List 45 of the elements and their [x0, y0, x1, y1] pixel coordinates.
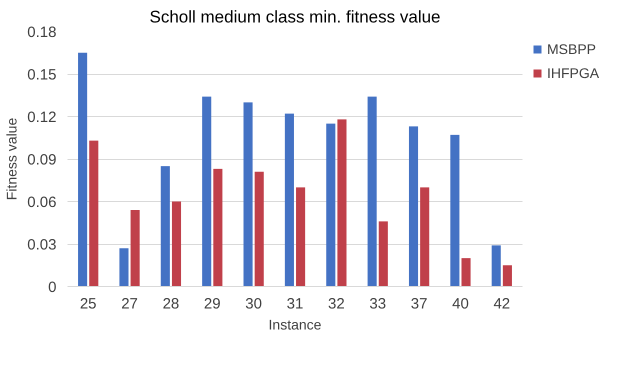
- bar: [244, 102, 253, 286]
- chart-title: Scholl medium class min. fitness value: [150, 8, 441, 26]
- bar: [296, 187, 306, 286]
- bar: [89, 140, 98, 286]
- x-tick-label: 40: [452, 296, 469, 312]
- bar: [368, 96, 377, 286]
- bar: [172, 202, 182, 286]
- y-tick-label: 0.06: [27, 194, 57, 211]
- bar: [213, 168, 222, 286]
- bar: [502, 265, 512, 286]
- bar: [492, 245, 501, 286]
- bar: [119, 248, 129, 286]
- bar: [202, 96, 212, 286]
- bar: [378, 221, 388, 286]
- bar: [160, 166, 170, 286]
- x-tick-label: 27: [121, 296, 138, 312]
- x-tick-label: 29: [204, 296, 221, 312]
- bar: [284, 114, 294, 286]
- bar: [337, 119, 346, 286]
- y-tick-label: 0.09: [27, 152, 57, 168]
- x-tick-label: 31: [286, 296, 304, 312]
- y-tick-label: 0.18: [27, 24, 57, 41]
- x-tick-label: 32: [328, 296, 345, 312]
- bar: [408, 126, 418, 286]
- y-tick-label: 0: [48, 279, 56, 296]
- bar: [254, 172, 264, 286]
- x-tick-label: 30: [245, 296, 262, 312]
- bar: [420, 187, 430, 286]
- bar: [326, 124, 336, 286]
- bar: [450, 134, 460, 286]
- bar: [461, 258, 471, 286]
- x-tick-label: 33: [369, 296, 386, 312]
- bar: [78, 52, 88, 286]
- x-tick-label: 37: [410, 296, 428, 312]
- x-tick-label: 42: [493, 296, 510, 312]
- legend-label: IHFPGA: [547, 65, 600, 81]
- y-tick-label: 0.15: [27, 66, 57, 84]
- legend-label: MSBPP: [547, 41, 596, 57]
- x-tick-label: 28: [162, 296, 180, 312]
- x-tick-label: 25: [80, 296, 97, 312]
- y-tick-label: 0.03: [27, 236, 57, 254]
- y-tick-label: 0.12: [27, 109, 57, 126]
- bar: [130, 210, 140, 286]
- x-axis-title: Instance: [268, 316, 322, 332]
- y-axis-title: Fitness value: [3, 118, 20, 200]
